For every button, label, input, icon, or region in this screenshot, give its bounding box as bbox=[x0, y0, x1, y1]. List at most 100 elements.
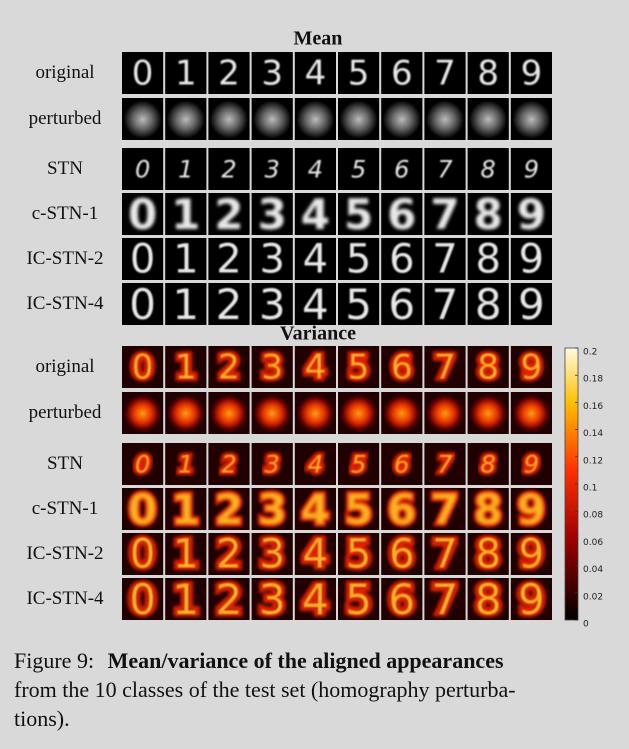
digit: 0 bbox=[135, 156, 150, 184]
tile bbox=[208, 148, 250, 190]
digit: 6 bbox=[394, 156, 409, 184]
digit-glow: 6 bbox=[387, 575, 416, 624]
tile bbox=[510, 533, 552, 575]
caption-line: Figure 9: Mean/variance of the aligned a… bbox=[14, 648, 504, 673]
colorbar-tick-label: 0.16 bbox=[583, 402, 603, 412]
tile bbox=[424, 52, 466, 94]
digit: 8 bbox=[474, 485, 503, 534]
tile bbox=[122, 148, 164, 190]
digit: 9 bbox=[518, 575, 545, 624]
digit-glow: 9 bbox=[523, 451, 540, 479]
digit: 3 bbox=[258, 485, 287, 534]
digit: 1 bbox=[173, 237, 198, 283]
digit: 5 bbox=[346, 237, 371, 283]
digit: 4 bbox=[303, 532, 328, 578]
tile bbox=[251, 346, 293, 388]
digit: 3 bbox=[265, 451, 280, 479]
digit: 7 bbox=[437, 451, 453, 479]
colorbar-tick-label: 0.12 bbox=[583, 456, 603, 466]
tile bbox=[251, 488, 293, 530]
digit: 9 bbox=[521, 348, 543, 388]
tile bbox=[424, 238, 466, 280]
digit-glow: 2 bbox=[215, 532, 243, 578]
digit: 8 bbox=[474, 190, 503, 239]
digit: 5 bbox=[345, 575, 372, 624]
caption-line: tions). bbox=[14, 706, 70, 731]
blob bbox=[469, 100, 508, 139]
digit: 7 bbox=[432, 237, 457, 283]
digit: 4 bbox=[302, 575, 329, 624]
digit: 2 bbox=[214, 485, 243, 534]
digit: 0 bbox=[130, 237, 155, 283]
blob bbox=[296, 100, 335, 139]
tile bbox=[510, 52, 552, 94]
digit: 5 bbox=[344, 190, 373, 239]
digit: 6 bbox=[389, 237, 414, 283]
tile bbox=[381, 52, 423, 94]
tile bbox=[165, 52, 207, 94]
tile bbox=[294, 148, 336, 190]
colorbar-tick-label: 0.14 bbox=[583, 429, 603, 439]
row-label: c-STN-1 bbox=[32, 203, 98, 224]
digit-glow: 6 bbox=[388, 532, 416, 578]
digit: 8 bbox=[475, 532, 500, 578]
row-label: perturbed bbox=[29, 108, 102, 129]
digit: 1 bbox=[175, 54, 197, 94]
tile bbox=[381, 533, 423, 575]
digit: 3 bbox=[259, 532, 284, 578]
digit-glow: 7 bbox=[437, 451, 454, 479]
digit: 7 bbox=[430, 485, 459, 534]
blob bbox=[339, 394, 378, 433]
digit: 2 bbox=[216, 532, 241, 578]
colorbar-tick-label: 0 bbox=[583, 620, 589, 630]
digit-glow: 5 bbox=[344, 485, 373, 534]
digit: 1 bbox=[171, 485, 200, 534]
digit-glow: 9 bbox=[520, 348, 544, 388]
colorbar-tick-label: 0.2 bbox=[583, 348, 597, 358]
digit: 1 bbox=[171, 190, 200, 239]
tile bbox=[122, 578, 164, 620]
tile bbox=[122, 488, 164, 530]
tile bbox=[251, 443, 293, 485]
row-label: IC-STN-2 bbox=[26, 543, 103, 564]
digit-glow: 7 bbox=[431, 532, 459, 578]
digit: 2 bbox=[216, 575, 243, 624]
digit-glow: 2 bbox=[217, 348, 241, 388]
digit: 4 bbox=[305, 348, 327, 388]
row-label: STN bbox=[47, 158, 83, 179]
tile bbox=[208, 533, 250, 575]
tile bbox=[251, 148, 293, 190]
digit: 8 bbox=[481, 156, 496, 184]
digit: 9 bbox=[524, 156, 539, 184]
tile bbox=[294, 346, 336, 388]
tile bbox=[381, 443, 423, 485]
digit-glow: 8 bbox=[474, 575, 503, 624]
tile bbox=[424, 148, 466, 190]
tile bbox=[381, 238, 423, 280]
tile bbox=[338, 193, 380, 235]
digit: 5 bbox=[348, 348, 370, 388]
blob bbox=[426, 100, 464, 139]
colorbar-tick-label: 0.02 bbox=[583, 592, 603, 602]
blob bbox=[512, 100, 551, 139]
digit: 6 bbox=[394, 451, 409, 479]
digit: 7 bbox=[434, 348, 456, 388]
digit: 0 bbox=[128, 485, 157, 534]
tile bbox=[467, 193, 509, 235]
tile bbox=[251, 533, 293, 575]
tile bbox=[510, 283, 552, 325]
digit: 9 bbox=[518, 280, 545, 329]
digit: 4 bbox=[305, 54, 327, 94]
tile bbox=[467, 488, 509, 530]
tile bbox=[338, 238, 380, 280]
digit: 6 bbox=[388, 280, 415, 329]
digit: 6 bbox=[391, 54, 413, 94]
tile bbox=[208, 578, 250, 620]
colorbar-tick-label: 0.08 bbox=[583, 511, 603, 521]
digit: 1 bbox=[172, 575, 199, 624]
digit: 2 bbox=[221, 156, 236, 184]
tile bbox=[467, 283, 509, 325]
digit: 3 bbox=[261, 348, 283, 388]
digit: 8 bbox=[481, 451, 496, 479]
